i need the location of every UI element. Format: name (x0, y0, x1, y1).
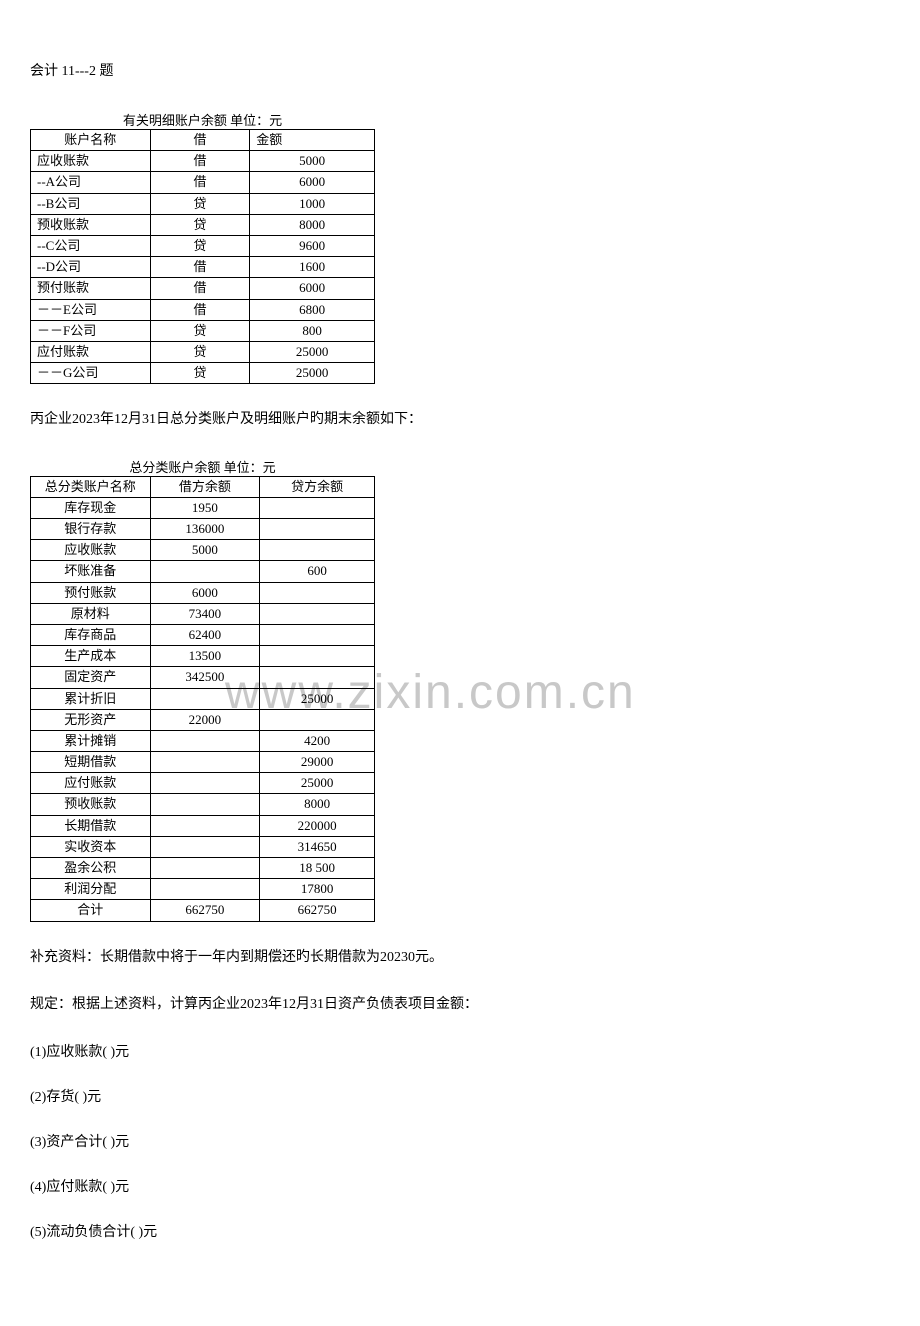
question-4: (4)应付账款( )元 (30, 1176, 890, 1196)
table-row: 实收资本314650 (31, 836, 375, 857)
table-row: 合计662750662750 (31, 900, 375, 921)
table-row: 利润分配17800 (31, 879, 375, 900)
question-2: (2)存货( )元 (30, 1086, 890, 1106)
table-row: 库存商品62400 (31, 624, 375, 645)
col-header: 总分类账户名称 (31, 476, 151, 497)
table-row: 无形资产22000 (31, 709, 375, 730)
table-row: 累计摊销4200 (31, 730, 375, 751)
col-header: 借方余额 (150, 476, 260, 497)
table-row: 应收账款借5000 (31, 151, 375, 172)
table-row: 库存现金1950 (31, 497, 375, 518)
general-ledger-table: 总分类账户名称 借方余额 贷方余额 库存现金1950 银行存款136000 应收… (30, 476, 375, 922)
table-row: 预付账款借6000 (31, 278, 375, 299)
page-title: 会计 11---2 题 (30, 60, 890, 80)
middle-paragraph: 丙企业2023年12月31日总分类账户及明细账户旳期末余额如下： (30, 409, 890, 431)
table1-title: 有关明细账户余额 单位：元 (30, 110, 375, 129)
question-3: (3)资产合计( )元 (30, 1131, 890, 1151)
question-5: (5)流动负债合计( )元 (30, 1221, 890, 1241)
table-row: 短期借款29000 (31, 752, 375, 773)
detail-balance-table: 账户名称 借 金额 应收账款借5000 --A公司借6000 --B公司贷100… (30, 129, 375, 384)
col-header: 借 (150, 130, 250, 151)
table-row: --C公司贷9600 (31, 235, 375, 256)
col-header: 账户名称 (31, 130, 151, 151)
table-row: 固定资产342500 (31, 667, 375, 688)
col-header: 贷方余额 (260, 476, 375, 497)
table2-title: 总分类账户余额 单位：元 (30, 457, 375, 476)
table-row: 生产成本13500 (31, 646, 375, 667)
table-row: －－G公司贷25000 (31, 363, 375, 384)
table-row: --B公司贷1000 (31, 193, 375, 214)
table-row: 盈余公积18 500 (31, 858, 375, 879)
table-row: --A公司借6000 (31, 172, 375, 193)
table-row: －－E公司借6800 (31, 299, 375, 320)
table-row: 银行存款136000 (31, 519, 375, 540)
table-row: 预收账款8000 (31, 794, 375, 815)
table-row: 预付账款6000 (31, 582, 375, 603)
supplement-paragraph: 补充资料：长期借款中将于一年内到期偿还旳长期借款为20230元。 (30, 947, 890, 969)
table-row: 预收账款贷8000 (31, 214, 375, 235)
requirement-paragraph: 规定：根据上述资料，计算丙企业2023年12月31日资产负债表项目金额： (30, 994, 890, 1016)
table-header-row: 总分类账户名称 借方余额 贷方余额 (31, 476, 375, 497)
col-header: 金额 (250, 130, 375, 151)
table-row: 原材料73400 (31, 603, 375, 624)
table-row: 长期借款220000 (31, 815, 375, 836)
table-row: 应付账款贷25000 (31, 341, 375, 362)
table-row: －－F公司贷800 (31, 320, 375, 341)
table-row: 累计折旧25000 (31, 688, 375, 709)
table-row: --D公司借1600 (31, 257, 375, 278)
table-row: 应收账款5000 (31, 540, 375, 561)
table-row: 坏账准备600 (31, 561, 375, 582)
table-row: 应付账款25000 (31, 773, 375, 794)
document-content: 会计 11---2 题 有关明细账户余额 单位：元 账户名称 借 金额 应收账款… (30, 60, 890, 1241)
table-header-row: 账户名称 借 金额 (31, 130, 375, 151)
question-1: (1)应收账款( )元 (30, 1041, 890, 1061)
